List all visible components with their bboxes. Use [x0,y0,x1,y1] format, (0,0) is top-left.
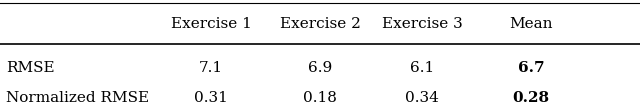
Text: 0.34: 0.34 [406,91,439,105]
Text: 6.7: 6.7 [518,61,545,75]
Text: 7.1: 7.1 [199,61,223,75]
Text: 0.31: 0.31 [195,91,228,105]
Text: 6.1: 6.1 [410,61,435,75]
Text: 0.28: 0.28 [513,91,550,105]
Text: 6.9: 6.9 [308,61,332,75]
Text: Exercise 3: Exercise 3 [382,17,463,31]
Text: RMSE: RMSE [6,61,55,75]
Text: 0.18: 0.18 [303,91,337,105]
Text: Normalized RMSE: Normalized RMSE [6,91,150,105]
Text: Mean: Mean [509,17,553,31]
Text: Exercise 2: Exercise 2 [280,17,360,31]
Text: Exercise 1: Exercise 1 [171,17,252,31]
